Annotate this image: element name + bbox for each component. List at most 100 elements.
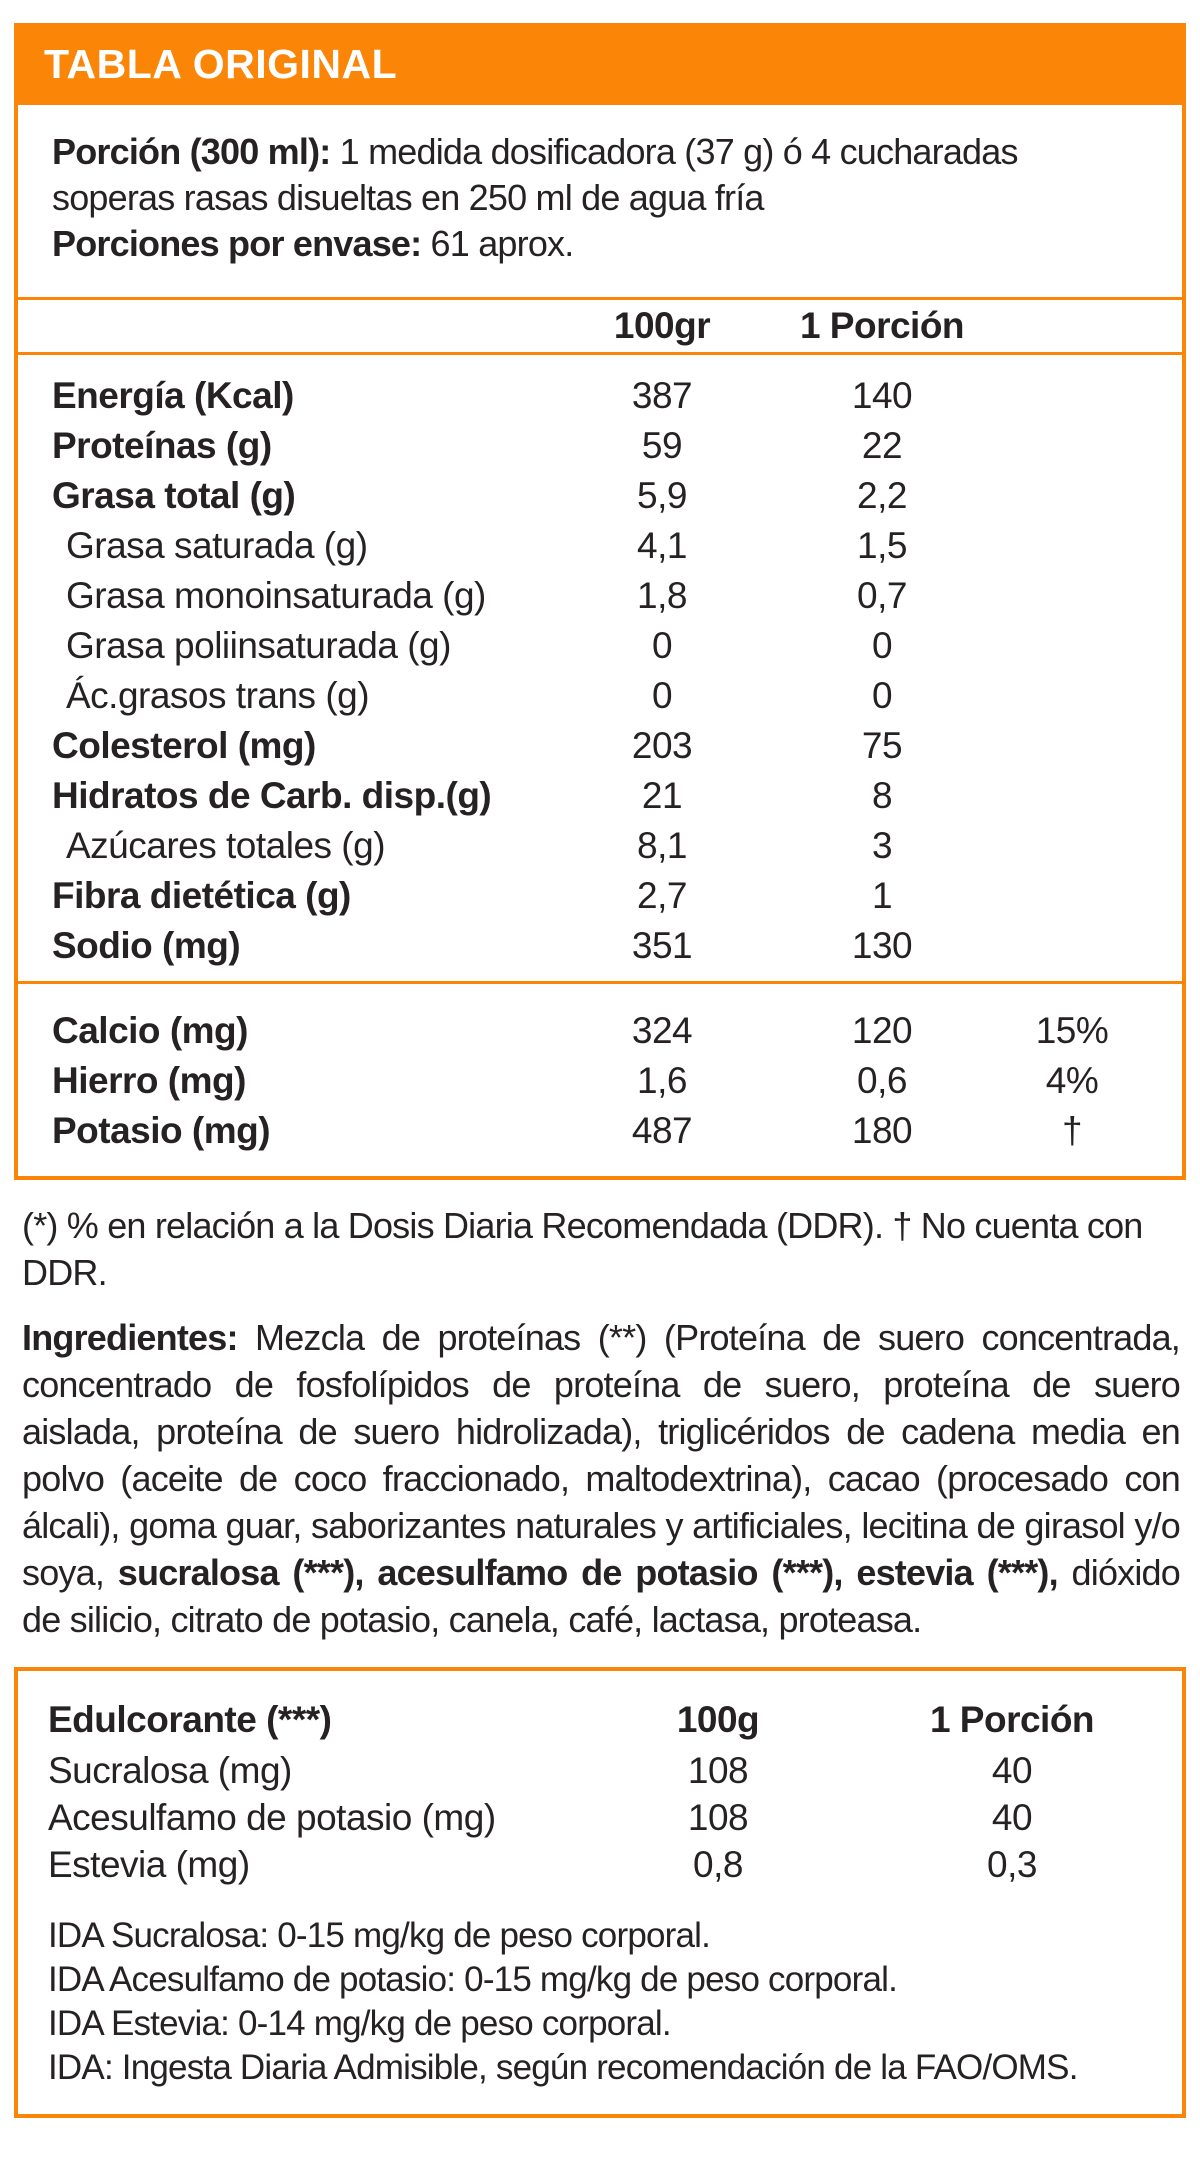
nutrient-label: Hidratos de Carb. disp.(g) [52, 775, 492, 816]
nutrient-label: Calcio (mg) [52, 1010, 248, 1051]
serving-bold-run: Porciones por envase: [52, 223, 422, 264]
sweetener-value-per-100g: 108 [687, 1749, 749, 1791]
value-per-100g: 203 [631, 725, 693, 766]
value-per-serving: 0 [871, 625, 893, 666]
sweetener-label: Sucralosa (mg) [48, 1749, 292, 1791]
table-row: Grasa saturada (g) 4,1 1,5 [52, 521, 1162, 571]
table-row: Azúcares totales (g) 8,1 3 [52, 821, 1162, 871]
sweetener-title: Edulcorante (***) [48, 1699, 332, 1740]
value-per-100g: 59 [641, 425, 683, 466]
value-per-100g: 21 [641, 775, 683, 816]
value-per-serving: 130 [851, 925, 913, 966]
sweetener-box: Edulcorante (***) 100g 1 Porción Sucralo… [14, 1667, 1186, 2118]
value-per-serving: 2,2 [857, 475, 907, 516]
value-ddr-percent: 4% [1045, 1060, 1099, 1101]
nutrient-label: Proteínas (g) [52, 425, 272, 466]
value-per-100g: 2,7 [637, 875, 687, 916]
sweetener-per-serving-header: 1 Porción [929, 1699, 1095, 1740]
nutrient-rows: Energía (Kcal) 387 140 Proteínas (g) 59 22 Gra… [18, 355, 1182, 981]
value-per-serving: 120 [851, 1010, 913, 1051]
value-per-serving: 0,7 [857, 575, 907, 616]
value-per-100g: 1,8 [637, 575, 687, 616]
ida-notes: IDA Sucralosa: 0-15 mg/kg de peso corpor… [48, 1914, 1152, 2090]
sweetener-row: Acesulfamo de potasio (mg) 108 40 [48, 1794, 1152, 1841]
ingredients-text-run: Mezcla de proteínas (**) (Proteína de su… [22, 1317, 1181, 1593]
table-row: Grasa monoinsaturada (g) 1,8 0,7 [52, 571, 1162, 621]
sweetener-value-per-serving: 0,3 [987, 1843, 1037, 1885]
table-row: Hierro (mg) 1,6 0,6 4% [52, 1056, 1162, 1106]
sweetener-value-per-serving: 40 [991, 1749, 1033, 1791]
table-row: Fibra dietética (g) 2,7 1 [52, 871, 1162, 921]
nutrient-label: Grasa poliinsaturada (g) [66, 625, 451, 666]
value-per-100g: 8,1 [637, 825, 687, 866]
ingredients-paragraph: Ingredientes: Mezcla de proteínas (**) (… [22, 1314, 1181, 1643]
nutrient-label: Potasio (mg) [52, 1110, 271, 1151]
table-row: Calcio (mg) 324 120 15% [52, 1006, 1162, 1056]
value-ddr-percent: † [1061, 1110, 1083, 1151]
table-row: Grasa total (g) 5,9 2,2 [52, 471, 1162, 521]
value-per-serving: 180 [851, 1110, 913, 1151]
nutrient-label: Energía (Kcal) [52, 375, 294, 416]
table-row: Proteínas (g) 59 22 [52, 421, 1162, 471]
sweetener-per-100g-header: 100g [676, 1699, 760, 1740]
value-per-serving: 22 [861, 425, 903, 466]
table-row: Hidratos de Carb. disp.(g) 21 8 [52, 771, 1162, 821]
sweetener-value-per-100g: 0,8 [693, 1843, 743, 1885]
serving-bold-run: Porción (300 ml): [52, 131, 331, 172]
table-header-band: TABLA ORIGINAL [14, 23, 1186, 105]
ddr-footnote: (*) % en relación a la Dosis Diaria Reco… [22, 1205, 1143, 1293]
nutrient-label: Grasa saturada (g) [66, 525, 368, 566]
sweetener-label: Acesulfamo de potasio (mg) [48, 1796, 496, 1838]
serving-info-section: Porción (300 ml): 1 medida dosificadora … [18, 105, 1182, 297]
sweetener-row: Sucralosa (mg) 108 40 [48, 1747, 1152, 1794]
table-row: Energía (Kcal) 387 140 [52, 371, 1162, 421]
nutrient-label: Colesterol (mg) [52, 725, 316, 766]
sweetener-value-per-100g: 108 [687, 1796, 749, 1838]
value-per-100g: 4,1 [637, 525, 687, 566]
nutrient-label: Hierro (mg) [52, 1060, 246, 1101]
value-per-serving: 1 [871, 875, 893, 916]
ingredients-text-run: dióxido de silicio, citrato de potasio, … [22, 1552, 1181, 1640]
value-per-serving: 0,6 [857, 1060, 907, 1101]
value-per-serving: 1,5 [857, 525, 907, 566]
ingredients-bold-run: Ingredientes: [22, 1317, 238, 1358]
nutrient-label: Grasa total (g) [52, 475, 296, 516]
value-per-100g: 351 [631, 925, 693, 966]
nutrient-label: Azúcares totales (g) [66, 825, 386, 866]
ida-note-line: IDA Estevia: 0-14 mg/kg de peso corporal… [48, 2004, 672, 2043]
per-100g-column-header: 100gr [613, 305, 711, 346]
value-ddr-percent: 15% [1035, 1010, 1109, 1051]
nutrient-label: Fibra dietética (g) [52, 875, 351, 916]
ingredients-bold-run: sucralosa (***), acesulfamo de potasio (… [117, 1552, 1059, 1593]
table-row: Ác.grasos trans (g) 0 0 [52, 671, 1162, 721]
sweetener-header-row: Edulcorante (***) 100g 1 Porción [48, 1693, 1152, 1747]
ida-note-line: IDA: Ingesta Diaria Admisible, según rec… [48, 2048, 1078, 2087]
value-per-100g: 324 [631, 1010, 693, 1051]
value-per-serving: 3 [871, 825, 893, 866]
value-per-100g: 0 [651, 625, 673, 666]
table-row: Grasa poliinsaturada (g) 0 0 [52, 621, 1162, 671]
serving-info-line: Porción (300 ml): 1 medida dosificadora … [52, 129, 1148, 221]
sweetener-rows: Sucralosa (mg) 108 40 Acesulfamo de potasio… [48, 1747, 1152, 1888]
value-per-100g: 387 [631, 375, 693, 416]
value-per-100g: 1,6 [637, 1060, 687, 1101]
nutrient-label: Grasa monoinsaturada (g) [66, 575, 486, 616]
table-row: Colesterol (mg) 203 75 [52, 721, 1162, 771]
value-per-serving: 140 [851, 375, 913, 416]
page-title: TABLA ORIGINAL [44, 40, 398, 87]
serving-text-run: 61 aprox. [421, 223, 575, 264]
serving-info-line: Porciones por envase: 61 aprox. [52, 221, 1148, 267]
per-serving-column-header: 1 Porción [799, 305, 965, 346]
mineral-rows: Calcio (mg) 324 120 15% Hierro (mg) 1,6 0,6 4% P… [18, 981, 1182, 1176]
value-per-serving: 75 [861, 725, 903, 766]
ida-note-line: IDA Acesulfamo de potasio: 0-15 mg/kg de… [48, 1960, 898, 1999]
table-row: Sodio (mg) 351 130 [52, 921, 1162, 971]
column-header-row: 100gr 1 Porción [18, 297, 1182, 355]
value-per-serving: 0 [871, 675, 893, 716]
nutrient-label: Ác.grasos trans (g) [66, 675, 370, 716]
value-per-100g: 5,9 [637, 475, 687, 516]
serving-text-run: 1 medida dosificadora (37 g) ó 4 cuchara… [52, 131, 1019, 218]
ida-note-line: IDA Sucralosa: 0-15 mg/kg de peso corpor… [48, 1916, 711, 1955]
nutrient-label: Sodio (mg) [52, 925, 241, 966]
